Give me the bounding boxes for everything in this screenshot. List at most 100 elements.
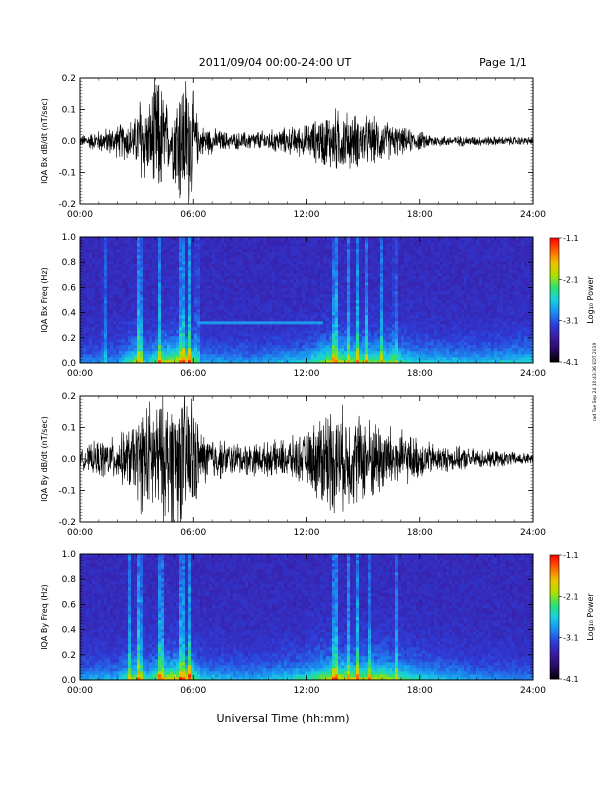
spectrogram-cell bbox=[254, 291, 258, 295]
spectrogram-cell bbox=[194, 297, 198, 301]
spectrogram-cell bbox=[410, 249, 414, 253]
spectrogram-cell bbox=[254, 354, 258, 358]
spectrogram-cell bbox=[182, 279, 186, 283]
spectrogram-cell bbox=[242, 291, 246, 295]
spectrogram-cell bbox=[149, 312, 153, 316]
spectrogram-cell bbox=[335, 348, 339, 352]
spectrogram-cell bbox=[254, 360, 258, 364]
spectrogram-cell bbox=[395, 312, 399, 316]
spectrogram-cell bbox=[299, 342, 303, 346]
spectrogram-cell bbox=[245, 243, 249, 247]
spectrogram-cell bbox=[374, 333, 378, 337]
spectrogram-cell bbox=[197, 240, 201, 244]
spectrogram-cell bbox=[242, 243, 246, 247]
spectrogram-cell bbox=[317, 291, 321, 295]
spectrogram-cell bbox=[413, 246, 417, 250]
spectrogram-cell bbox=[242, 339, 246, 343]
spectrogram-cell bbox=[401, 318, 405, 322]
spectrogram-cell bbox=[101, 312, 105, 316]
spectrogram-cell bbox=[203, 306, 207, 310]
spectrogram-cell bbox=[362, 288, 366, 292]
spectrogram-cell bbox=[293, 276, 297, 280]
spectrogram-cell bbox=[107, 312, 111, 316]
spectrogram-cell bbox=[272, 345, 276, 349]
spectrogram-cell bbox=[236, 252, 240, 256]
spectrogram-cell bbox=[299, 303, 303, 307]
spectrogram-cell bbox=[380, 303, 384, 307]
spectrogram-cell bbox=[272, 294, 276, 298]
spectrogram-cell bbox=[131, 336, 135, 340]
spectrogram-cell bbox=[287, 318, 291, 322]
spectrogram-cell bbox=[398, 333, 402, 337]
spectrogram-cell bbox=[410, 300, 414, 304]
spectrogram-cell bbox=[377, 321, 381, 325]
spectrogram-cell bbox=[326, 273, 330, 277]
spectrogram-cell bbox=[242, 327, 246, 331]
spectrogram-cell bbox=[386, 351, 390, 355]
spectrogram-cell bbox=[260, 255, 264, 259]
spectrogram-cell bbox=[404, 309, 408, 313]
spectrogram-cell bbox=[194, 318, 198, 322]
spectrogram-cell bbox=[296, 273, 300, 277]
spectrogram-cell bbox=[281, 273, 285, 277]
spectrogram-cell bbox=[98, 324, 102, 328]
spectrogram-cell bbox=[122, 351, 126, 355]
spectrogram-cell bbox=[332, 324, 336, 328]
spectrogram-cell bbox=[209, 354, 213, 358]
spectrogram-cell bbox=[329, 330, 333, 334]
spectrogram-cell bbox=[308, 360, 312, 364]
spectrogram-cell bbox=[152, 246, 156, 250]
spectrogram-cell bbox=[161, 300, 165, 304]
spectrogram-cell bbox=[302, 309, 306, 313]
spectrogram-cell bbox=[191, 300, 195, 304]
spectrogram-cell bbox=[305, 297, 309, 301]
spectrogram-cell bbox=[224, 258, 228, 262]
spectrogram-cell bbox=[332, 237, 336, 241]
spectrogram-cell bbox=[332, 354, 336, 358]
spectrogram-cell bbox=[182, 309, 186, 313]
spectrogram-cell bbox=[167, 285, 171, 289]
spectrogram-cell bbox=[422, 336, 426, 340]
spectrogram-cell bbox=[239, 330, 243, 334]
spectrogram-cell bbox=[104, 327, 108, 331]
spectrogram-cell bbox=[422, 315, 426, 319]
spectrogram-cell bbox=[83, 243, 87, 247]
spectrogram-cell bbox=[323, 273, 327, 277]
spectrogram-cell bbox=[401, 237, 405, 241]
spectrogram-cell bbox=[356, 264, 360, 268]
spectrogram-cell bbox=[251, 270, 255, 274]
spectrogram-cell bbox=[107, 297, 111, 301]
spectrogram-cell bbox=[95, 339, 99, 343]
spectrogram-cell bbox=[413, 339, 417, 343]
spectrogram-cell bbox=[176, 360, 180, 364]
spectrogram-cell bbox=[164, 360, 168, 364]
spectrogram-cell bbox=[299, 330, 303, 334]
spectrogram-cell bbox=[239, 252, 243, 256]
spectrogram-cell bbox=[92, 288, 96, 292]
spectrogram-cell bbox=[179, 342, 183, 346]
spectrogram-cell bbox=[119, 333, 123, 337]
spectrogram-cell bbox=[335, 309, 339, 313]
spectrogram-cell bbox=[317, 351, 321, 355]
spectrogram-cell bbox=[284, 318, 288, 322]
spectrogram-cell bbox=[422, 258, 426, 262]
spectrogram-cell bbox=[389, 300, 393, 304]
spectrogram-cell bbox=[107, 291, 111, 295]
spectrogram-cell bbox=[230, 249, 234, 253]
spectrogram-cell bbox=[290, 252, 294, 256]
spectrogram-cell bbox=[380, 348, 384, 352]
spectrogram-cell bbox=[98, 345, 102, 349]
spectrogram-cell bbox=[395, 276, 399, 280]
spectrogram-cell bbox=[185, 318, 189, 322]
spectrogram-cell bbox=[83, 315, 87, 319]
spectrogram-cell bbox=[347, 309, 351, 313]
spectrogram-cell bbox=[179, 255, 183, 259]
spectrogram-cell bbox=[125, 237, 129, 241]
spectrogram-cell bbox=[197, 261, 201, 265]
spectrogram-cell bbox=[260, 240, 264, 244]
spectrogram-cell bbox=[125, 324, 129, 328]
spectrogram-cell bbox=[320, 291, 324, 295]
spectrogram-cell bbox=[332, 273, 336, 277]
spectrogram-cell bbox=[131, 249, 135, 253]
spectrogram-cell bbox=[83, 294, 87, 298]
